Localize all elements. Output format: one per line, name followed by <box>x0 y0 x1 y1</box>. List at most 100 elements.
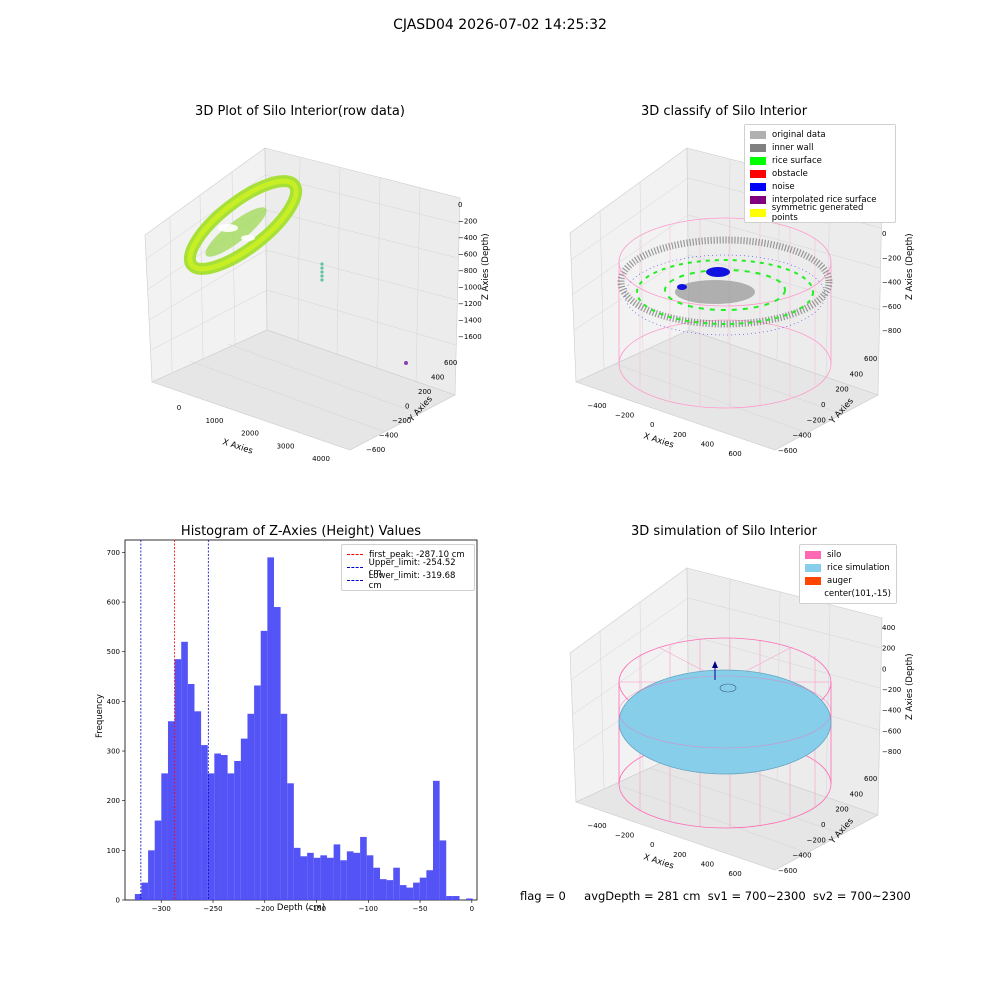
y-tick-label: 0 <box>116 897 120 905</box>
x-tick-label: −250 <box>203 905 222 913</box>
histogram-bar <box>214 753 221 900</box>
legend-swatch <box>805 576 821 585</box>
tick-label: 200 <box>418 388 431 396</box>
histogram-bar <box>273 607 281 900</box>
raw-axes-panes <box>144 147 461 451</box>
histogram-bar <box>386 880 394 900</box>
legend-item: silo <box>805 548 891 561</box>
histogram-bar <box>366 855 374 900</box>
histogram-bar <box>320 855 327 900</box>
y-tick-label: 700 <box>107 549 120 557</box>
legend-label: rice simulation <box>827 562 890 573</box>
tick-label: −200 <box>615 412 634 420</box>
tick-label: 0 <box>821 401 825 409</box>
tick-label: −400 <box>882 707 901 715</box>
legend-item: interpolated rice surface <box>750 193 890 206</box>
tick-label: −400 <box>458 234 477 242</box>
tick-label: 400 <box>431 374 444 382</box>
legend-label: obstacle <box>772 168 808 179</box>
tick-label: −200 <box>458 218 477 226</box>
legend-line-swatch <box>347 567 363 568</box>
figure-title: CJASD04 2026-07-02 14:25:32 <box>393 17 607 33</box>
raw-x-ticks: 0 1000 2000 3000 4000 <box>177 404 330 463</box>
histogram-bar <box>154 820 162 900</box>
histogram-bar <box>220 755 228 900</box>
legend-item: first_peak: -287.10 cm <box>347 548 469 561</box>
histogram-bar <box>141 882 149 900</box>
legend-swatch <box>750 195 766 204</box>
histogram-bar <box>267 557 274 900</box>
classify-legend: original data inner wall rice surface obsta… <box>744 124 896 223</box>
histogram-bar <box>373 867 380 900</box>
histogram-bar <box>346 851 354 900</box>
legend-item: auger <box>805 574 891 587</box>
histogram-bar <box>234 760 241 900</box>
histogram-bar <box>340 860 347 900</box>
raw-z-label: Z Axies (Depth) <box>481 233 491 300</box>
classify-point-cloud <box>617 217 833 409</box>
tick-label: 3000 <box>277 442 295 450</box>
histogram-bar <box>240 738 248 900</box>
histogram-bar <box>426 870 433 900</box>
histogram-bar <box>419 877 427 900</box>
histogram-x-ticks: −300 −250 −200 −150 −100 −50 0 <box>152 900 474 913</box>
histogram-bar <box>247 713 255 900</box>
histogram-bar <box>439 840 447 900</box>
tick-label: 600 <box>728 870 741 878</box>
histogram-bar <box>326 857 334 900</box>
histogram-bar <box>187 684 195 900</box>
x-tick-label: 0 <box>470 905 474 913</box>
legend-swatch <box>750 208 766 217</box>
histogram-bar <box>360 836 367 900</box>
legend-label: first_peak: -287.10 cm <box>369 549 465 560</box>
tick-label: 600 <box>728 450 741 458</box>
histogram-y-label: Frequency <box>95 694 105 738</box>
legend-item: rice simulation <box>805 561 891 574</box>
histogram-bar <box>167 721 175 900</box>
classify-z-label: Z Axies (Depth) <box>905 233 915 300</box>
tick-label: 200 <box>673 851 686 859</box>
tick-label: 0 <box>650 421 654 429</box>
raw-point-cloud <box>183 175 408 365</box>
histogram-bar <box>201 745 208 900</box>
tick-label: −200 <box>882 686 901 694</box>
tick-label: −1600 <box>458 333 482 341</box>
y-tick-label: 200 <box>107 797 120 805</box>
legend-swatch <box>805 563 821 572</box>
histogram-bar <box>287 783 294 900</box>
legend-swatch <box>805 590 818 598</box>
tick-label: 0 <box>650 841 654 849</box>
tick-label: −200 <box>807 416 826 424</box>
histogram-x-label: Depth (cm) <box>277 903 325 913</box>
x-tick-label: −100 <box>359 905 378 913</box>
histogram-title: Histogram of Z-Axies (Height) Values <box>180 524 422 539</box>
legend-item: obstacle <box>750 167 890 180</box>
classify-x-ticks: −400 −200 0 200 400 600 <box>587 402 741 458</box>
tick-label: 1000 <box>206 417 224 425</box>
legend-item: noise <box>750 180 890 193</box>
histogram-bar <box>254 685 261 900</box>
legend-swatch <box>805 550 821 559</box>
simulation-panel-title: 3D simulation of Silo Interior <box>631 524 817 539</box>
tick-label: −600 <box>458 251 477 259</box>
histogram-bar <box>307 852 314 900</box>
legend-label: center(101,-15) <box>824 588 891 599</box>
histogram-bar <box>280 713 288 900</box>
legend-item: original data <box>750 128 890 141</box>
legend-label: Lower_limit: -319.68 cm <box>368 570 456 591</box>
legend-swatch <box>750 182 766 191</box>
tick-label: 0 <box>177 404 181 412</box>
legend-label: silo <box>827 549 842 560</box>
histogram-bars <box>134 557 473 900</box>
histogram-bar <box>466 898 473 900</box>
tick-label: −1400 <box>458 317 482 325</box>
histogram-chart: −300 −250 −200 −150 −100 −50 0 0 100 200 300 400 50… <box>95 539 478 913</box>
tick-label: −600 <box>778 447 797 455</box>
histogram-bar <box>379 879 387 900</box>
x-tick-label: −150 <box>307 905 326 913</box>
